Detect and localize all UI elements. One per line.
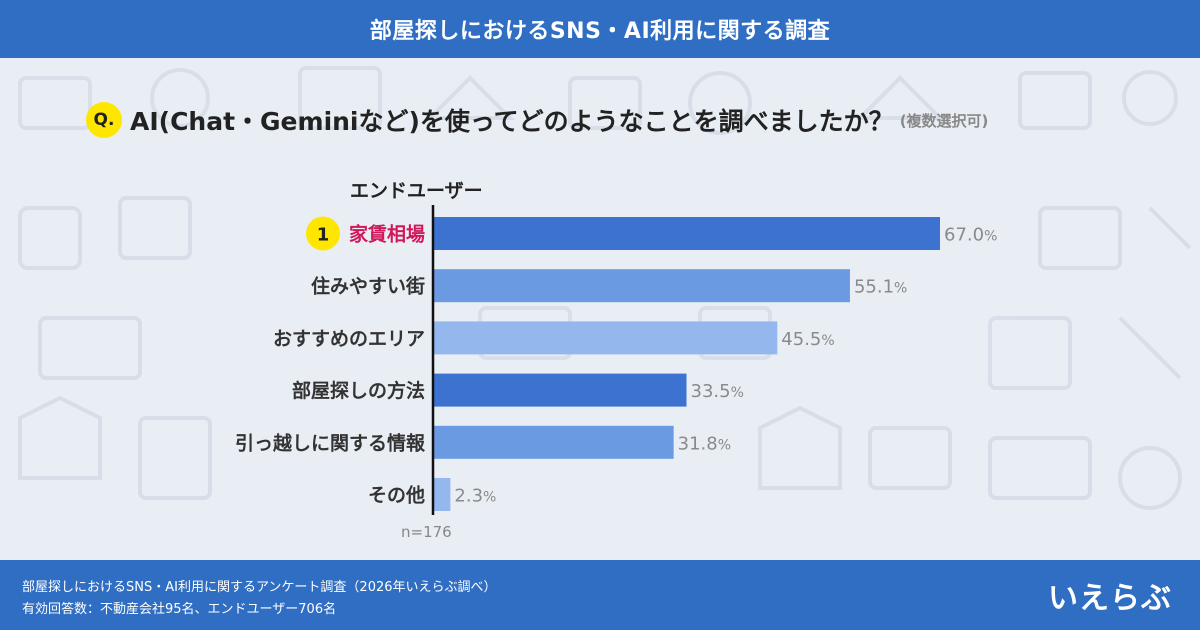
question-badge: Q. xyxy=(86,102,122,138)
value-label: 2.3% xyxy=(454,486,496,507)
bar-3 xyxy=(433,373,687,407)
category-label: 部屋探しの方法 xyxy=(292,379,425,402)
bar-4 xyxy=(433,425,674,459)
value-label: 45.5% xyxy=(781,329,834,350)
bar-0 xyxy=(433,217,940,250)
category-label: 引っ越しに関する情報 xyxy=(235,431,426,454)
sample-size-label: n=176 xyxy=(401,523,452,541)
question-text: AI(Chat・Geminiなど)を使ってどのようなことを調べましたか？ xyxy=(130,107,894,136)
question-note: (複数選択可) xyxy=(899,111,989,130)
footer-source: 部屋探しにおけるSNS・AI利用に関するアンケート調査（2026年いえらぶ調べ） xyxy=(22,580,497,595)
footer-bar: 部屋探しにおけるSNS・AI利用に関するアンケート調査（2026年いえらぶ調べ）… xyxy=(0,560,1200,630)
bar-2 xyxy=(433,321,778,355)
rank-badge xyxy=(306,216,340,251)
category-label: 家賃相場 xyxy=(349,223,425,246)
footer-respondents: 有効回答数：不動産会社95名、エンドユーザー706名 xyxy=(22,602,337,617)
background-icons xyxy=(18,66,1192,510)
value-label: 67.0% xyxy=(944,225,997,246)
category-label: 住みやすい街 xyxy=(311,275,425,298)
value-label: 31.8% xyxy=(678,433,731,454)
brand-logo: いえらぶ xyxy=(1048,581,1172,616)
page-title: 部屋探しにおけるSNS・AI利用に関する調査 xyxy=(369,19,831,44)
header-bar: 部屋探しにおけるSNS・AI利用に関する調査 xyxy=(0,0,1200,58)
bar-5 xyxy=(433,478,451,511)
category-label: その他 xyxy=(368,484,425,507)
respondent-group-label: エンドユーザー xyxy=(350,180,483,202)
category-label: おすすめのエリア xyxy=(273,328,425,350)
rank-number: 1 xyxy=(317,225,330,246)
value-label: 55.1% xyxy=(854,277,907,298)
question-row: Q. AI(Chat・Geminiなど)を使ってどのようなことを調べましたか？ … xyxy=(86,100,988,140)
value-label: 33.5% xyxy=(691,381,744,402)
bar-chart: 家賃相場 1 67.0% 住みやすい街 55.1% おすすめのエリア 45.5% 部屋探しの方… xyxy=(235,205,997,541)
bar-1 xyxy=(433,269,850,303)
